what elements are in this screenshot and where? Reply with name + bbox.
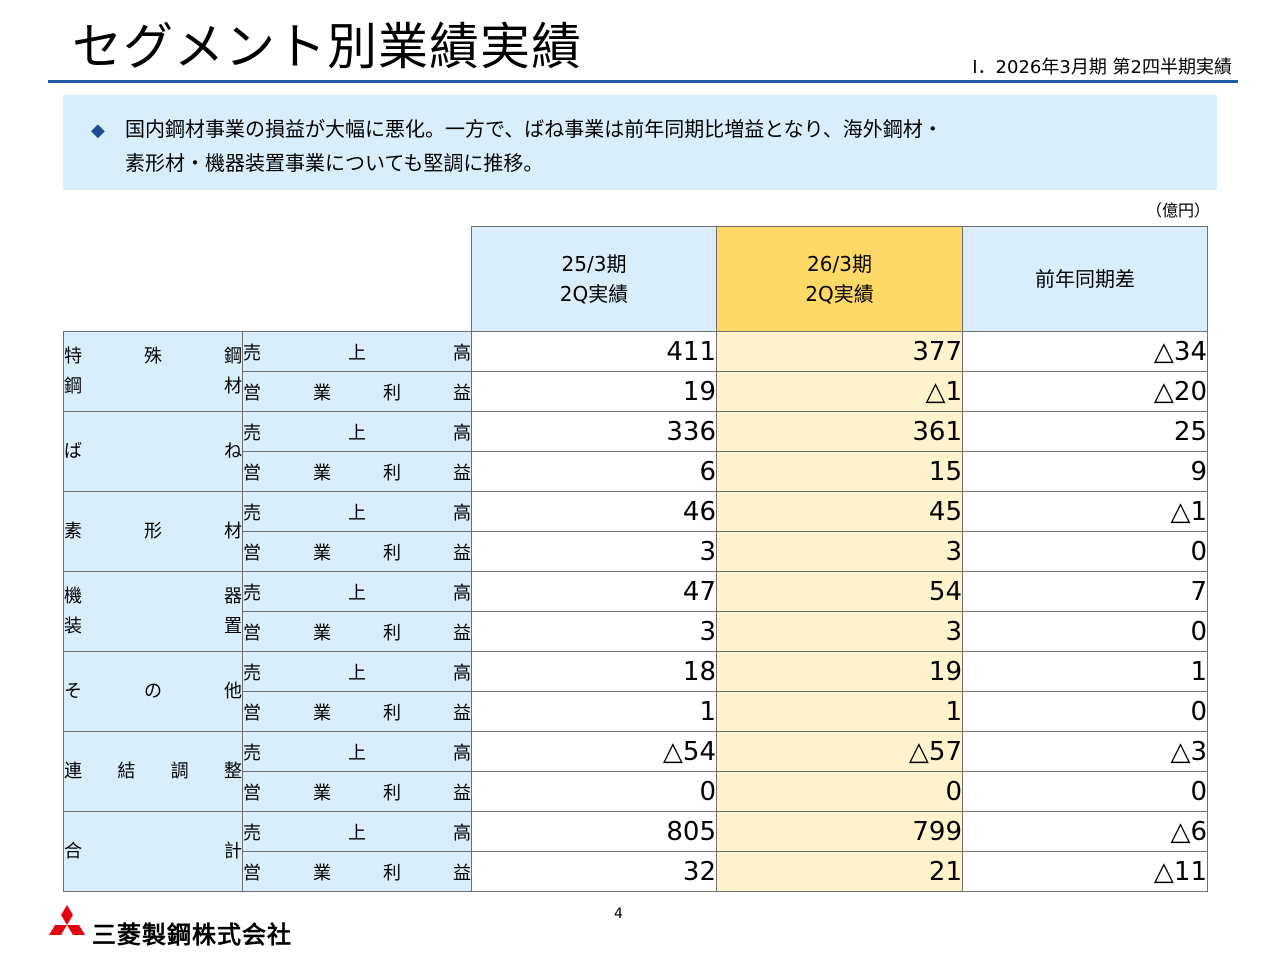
segment-name: ばね — [63, 411, 243, 492]
segment-name: 合計 — [63, 811, 243, 892]
segment-name: その他 — [63, 651, 243, 732]
value-prev: 47 — [471, 571, 717, 612]
value-current: 377 — [716, 331, 963, 372]
page-title: セグメント別業績実績 — [72, 18, 582, 76]
item-label: 売上高 — [242, 651, 472, 692]
item-label: 営業利益 — [242, 611, 472, 652]
value-diff: △1 — [962, 491, 1208, 532]
value-current: 19 — [716, 651, 963, 692]
item-label: 売上高 — [242, 811, 472, 852]
section-subtitle: Ⅰ．2026年3月期 第2四半期実績 — [972, 57, 1232, 78]
value-diff: △34 — [962, 331, 1208, 372]
diamond-bullet-icon: ◆ — [91, 120, 105, 141]
table-row: 営業利益 6 15 9 — [64, 451, 1208, 492]
value-current: 0 — [716, 771, 963, 812]
value-diff: 0 — [962, 691, 1208, 732]
value-diff: 0 — [962, 771, 1208, 812]
value-prev: 6 — [471, 451, 717, 492]
value-current: 799 — [716, 811, 963, 852]
value-current: △1 — [716, 371, 963, 412]
item-label: 売上高 — [242, 491, 472, 532]
table-row: 合計売上高 805 799 △6 — [63, 811, 1208, 892]
table-header-row: 25/3期 2Q実績 26/3期 2Q実績 前年同期差 — [64, 226, 1208, 332]
value-prev: △54 — [471, 731, 717, 772]
table-row: ばね売上高 336 361 25 — [63, 411, 1208, 492]
segment-name: 機器装置 — [63, 571, 243, 652]
value-prev: 3 — [471, 531, 717, 572]
summary-line-2: 素形材・機器装置事業についても堅調に推移。 — [125, 151, 544, 175]
value-current: 3 — [716, 611, 963, 652]
segment-name: 連結調整 — [63, 731, 243, 812]
value-prev: 1 — [471, 691, 717, 732]
value-diff: △11 — [962, 851, 1208, 892]
value-prev: 336 — [471, 411, 717, 452]
value-diff: △3 — [962, 731, 1208, 772]
item-label: 営業利益 — [242, 451, 472, 492]
table-row: 素形材売上高 46 45 △1 — [63, 491, 1208, 572]
value-diff: 25 — [962, 411, 1208, 452]
unit-label: （億円） — [1145, 201, 1210, 220]
item-label: 売上高 — [242, 731, 472, 772]
column-header-current: 26/3期 2Q実績 — [716, 226, 963, 332]
value-diff: 9 — [962, 451, 1208, 492]
item-label: 営業利益 — [242, 851, 472, 892]
item-label: 売上高 — [242, 411, 472, 452]
summary-box: ◆ 国内鋼材事業の損益が大幅に悪化。一方で、ばね事業は前年同期比増益となり、海外鋼… — [63, 95, 1217, 190]
value-current: 54 — [716, 571, 963, 612]
three-diamonds-logo-icon — [49, 905, 85, 935]
value-diff: 0 — [962, 531, 1208, 572]
segment-name: 特殊鋼鋼材 — [63, 331, 243, 412]
value-current: △57 — [716, 731, 963, 772]
value-current: 3 — [716, 531, 963, 572]
value-current: 15 — [716, 451, 963, 492]
value-diff: △20 — [962, 371, 1208, 412]
item-label: 営業利益 — [242, 371, 472, 412]
value-prev: 805 — [471, 811, 717, 852]
item-label: 売上高 — [242, 571, 472, 612]
company-logo-text: 三菱製鋼株式会社 — [92, 921, 292, 949]
table-row: 特殊鋼鋼材売上高 411 377 △34 — [63, 331, 1208, 412]
value-current: 1 — [716, 691, 963, 732]
table-row: 営業利益 32 21 △11 — [64, 851, 1208, 892]
value-current: 361 — [716, 411, 963, 452]
value-current: 21 — [716, 851, 963, 892]
table-row: 機器装置売上高 47 54 7 — [63, 571, 1208, 652]
value-diff: 0 — [962, 611, 1208, 652]
value-prev: 19 — [471, 371, 717, 412]
value-prev: 3 — [471, 611, 717, 652]
value-current: 45 — [716, 491, 963, 532]
summary-line-1: ◆ 国内鋼材事業の損益が大幅に悪化。一方で、ばね事業は前年同期比増益となり、海外鋼… — [91, 113, 1217, 147]
item-label: 営業利益 — [242, 531, 472, 572]
table-row: その他売上高 18 19 1 — [63, 651, 1208, 732]
value-prev: 0 — [471, 771, 717, 812]
value-prev: 32 — [471, 851, 717, 892]
table-row: 営業利益 19 △1 △20 — [64, 371, 1208, 412]
value-diff: 7 — [962, 571, 1208, 612]
table-row: 連結調整売上高 △54 △57 △3 — [63, 731, 1208, 812]
column-header-prev: 25/3期 2Q実績 — [471, 226, 717, 332]
value-diff: 1 — [962, 651, 1208, 692]
segment-name: 素形材 — [63, 491, 243, 572]
value-prev: 46 — [471, 491, 717, 532]
item-label: 営業利益 — [242, 771, 472, 812]
item-label: 営業利益 — [242, 691, 472, 732]
item-label: 売上高 — [242, 331, 472, 372]
value-prev: 18 — [471, 651, 717, 692]
segment-results-table: 25/3期 2Q実績 26/3期 2Q実績 前年同期差 特殊鋼鋼材売上高 411 377… — [63, 226, 1208, 892]
value-diff: △6 — [962, 811, 1208, 852]
title-divider — [48, 80, 1238, 83]
page-number: 4 — [614, 906, 623, 922]
value-prev: 411 — [471, 331, 717, 372]
header-spacer — [64, 227, 472, 332]
column-header-diff: 前年同期差 — [962, 226, 1208, 332]
